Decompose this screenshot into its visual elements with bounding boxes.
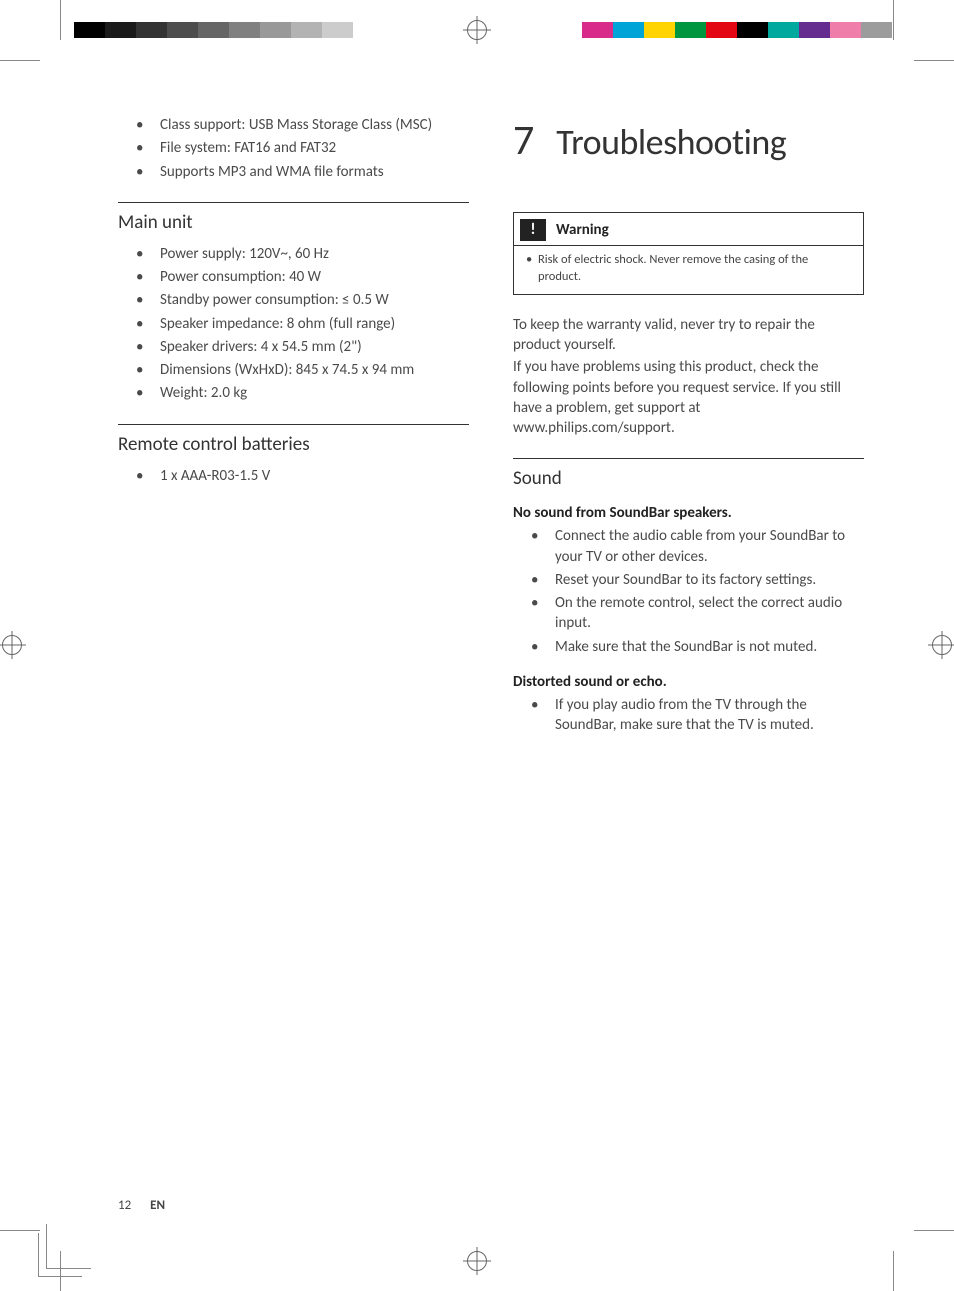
- warning-icon: [520, 219, 546, 241]
- language-code: EN: [150, 1198, 165, 1213]
- section-main-unit: Main unit: [118, 202, 469, 234]
- crop-mark: [60, 0, 61, 40]
- crop-mark: [914, 60, 954, 61]
- registration-mark-left: [0, 631, 26, 659]
- right-column: 7 Troubleshooting Warning Risk of electr…: [513, 115, 864, 1201]
- warning-box: Warning Risk of electric shock. Never re…: [513, 212, 864, 295]
- crop-mark: [0, 1230, 40, 1231]
- chapter-title: Troubleshooting: [556, 120, 786, 164]
- paragraph: If you have problems using this product,…: [513, 357, 864, 438]
- list-item: Standby power consumption: ≤ 0.5 W: [118, 290, 469, 310]
- list-item: Speaker impedance: 8 ohm (full range): [118, 314, 469, 334]
- page-content: Class support: USB Mass Storage Class (M…: [118, 115, 864, 1201]
- warning-label: Warning: [556, 221, 609, 239]
- left-column: Class support: USB Mass Storage Class (M…: [118, 115, 469, 1201]
- list-item: Weight: 2.0 kg: [118, 383, 469, 403]
- crop-mark: [914, 1230, 954, 1231]
- troubleshooting-intro: To keep the warranty valid, never try to…: [513, 315, 864, 439]
- crop-mark: [893, 1251, 894, 1291]
- fold-corner-mark: [38, 1233, 82, 1277]
- registration-mark-right: [928, 631, 954, 659]
- subhead-distorted: Distorted sound or echo.: [513, 673, 864, 691]
- page-footer: 12 EN: [118, 1198, 165, 1213]
- list-item: Power consumption: 40 W: [118, 267, 469, 287]
- no-sound-list: Connect the audio cable from your SoundB…: [513, 526, 864, 657]
- section-sound: Sound: [513, 458, 864, 490]
- list-item: Make sure that the SoundBar is not muted…: [513, 637, 864, 657]
- subhead-no-sound: No sound from SoundBar speakers.: [513, 504, 864, 522]
- chapter-heading: 7 Troubleshooting: [513, 115, 864, 166]
- section-remote-batteries: Remote control batteries: [118, 424, 469, 456]
- warning-text: Risk of electric shock. Never remove the…: [524, 252, 853, 286]
- crop-mark: [893, 0, 894, 40]
- list-item: Supports MP3 and WMA file formats: [118, 162, 469, 182]
- registration-mark-top: [463, 16, 491, 44]
- list-item: Speaker drivers: 4 x 54.5 mm (2"): [118, 337, 469, 357]
- distorted-list: If you play audio from the TV through th…: [513, 695, 864, 736]
- page-number: 12: [118, 1198, 131, 1213]
- list-item: 1 x AAA-R03-1.5 V: [118, 466, 469, 486]
- list-item: Power supply: 120V~, 60 Hz: [118, 244, 469, 264]
- registration-mark-bottom: [463, 1247, 491, 1275]
- paragraph: To keep the warranty valid, never try to…: [513, 315, 864, 356]
- remote-battery-list: 1 x AAA-R03-1.5 V: [118, 466, 469, 486]
- list-item: Class support: USB Mass Storage Class (M…: [118, 115, 469, 135]
- list-item: If you play audio from the TV through th…: [513, 695, 864, 736]
- main-unit-list: Power supply: 120V~, 60 Hz Power consump…: [118, 244, 469, 404]
- grayscale-calibration-bar: [74, 22, 384, 38]
- crop-mark: [0, 60, 40, 61]
- list-item: File system: FAT16 and FAT32: [118, 138, 469, 158]
- usb-spec-list: Class support: USB Mass Storage Class (M…: [118, 115, 469, 182]
- color-calibration-bar: [582, 22, 892, 38]
- list-item: On the remote control, select the correc…: [513, 593, 864, 634]
- list-item: Connect the audio cable from your SoundB…: [513, 526, 864, 567]
- chapter-number: 7: [513, 115, 534, 166]
- list-item: Reset your SoundBar to its factory setti…: [513, 570, 864, 590]
- list-item: Dimensions (WxHxD): 845 x 74.5 x 94 mm: [118, 360, 469, 380]
